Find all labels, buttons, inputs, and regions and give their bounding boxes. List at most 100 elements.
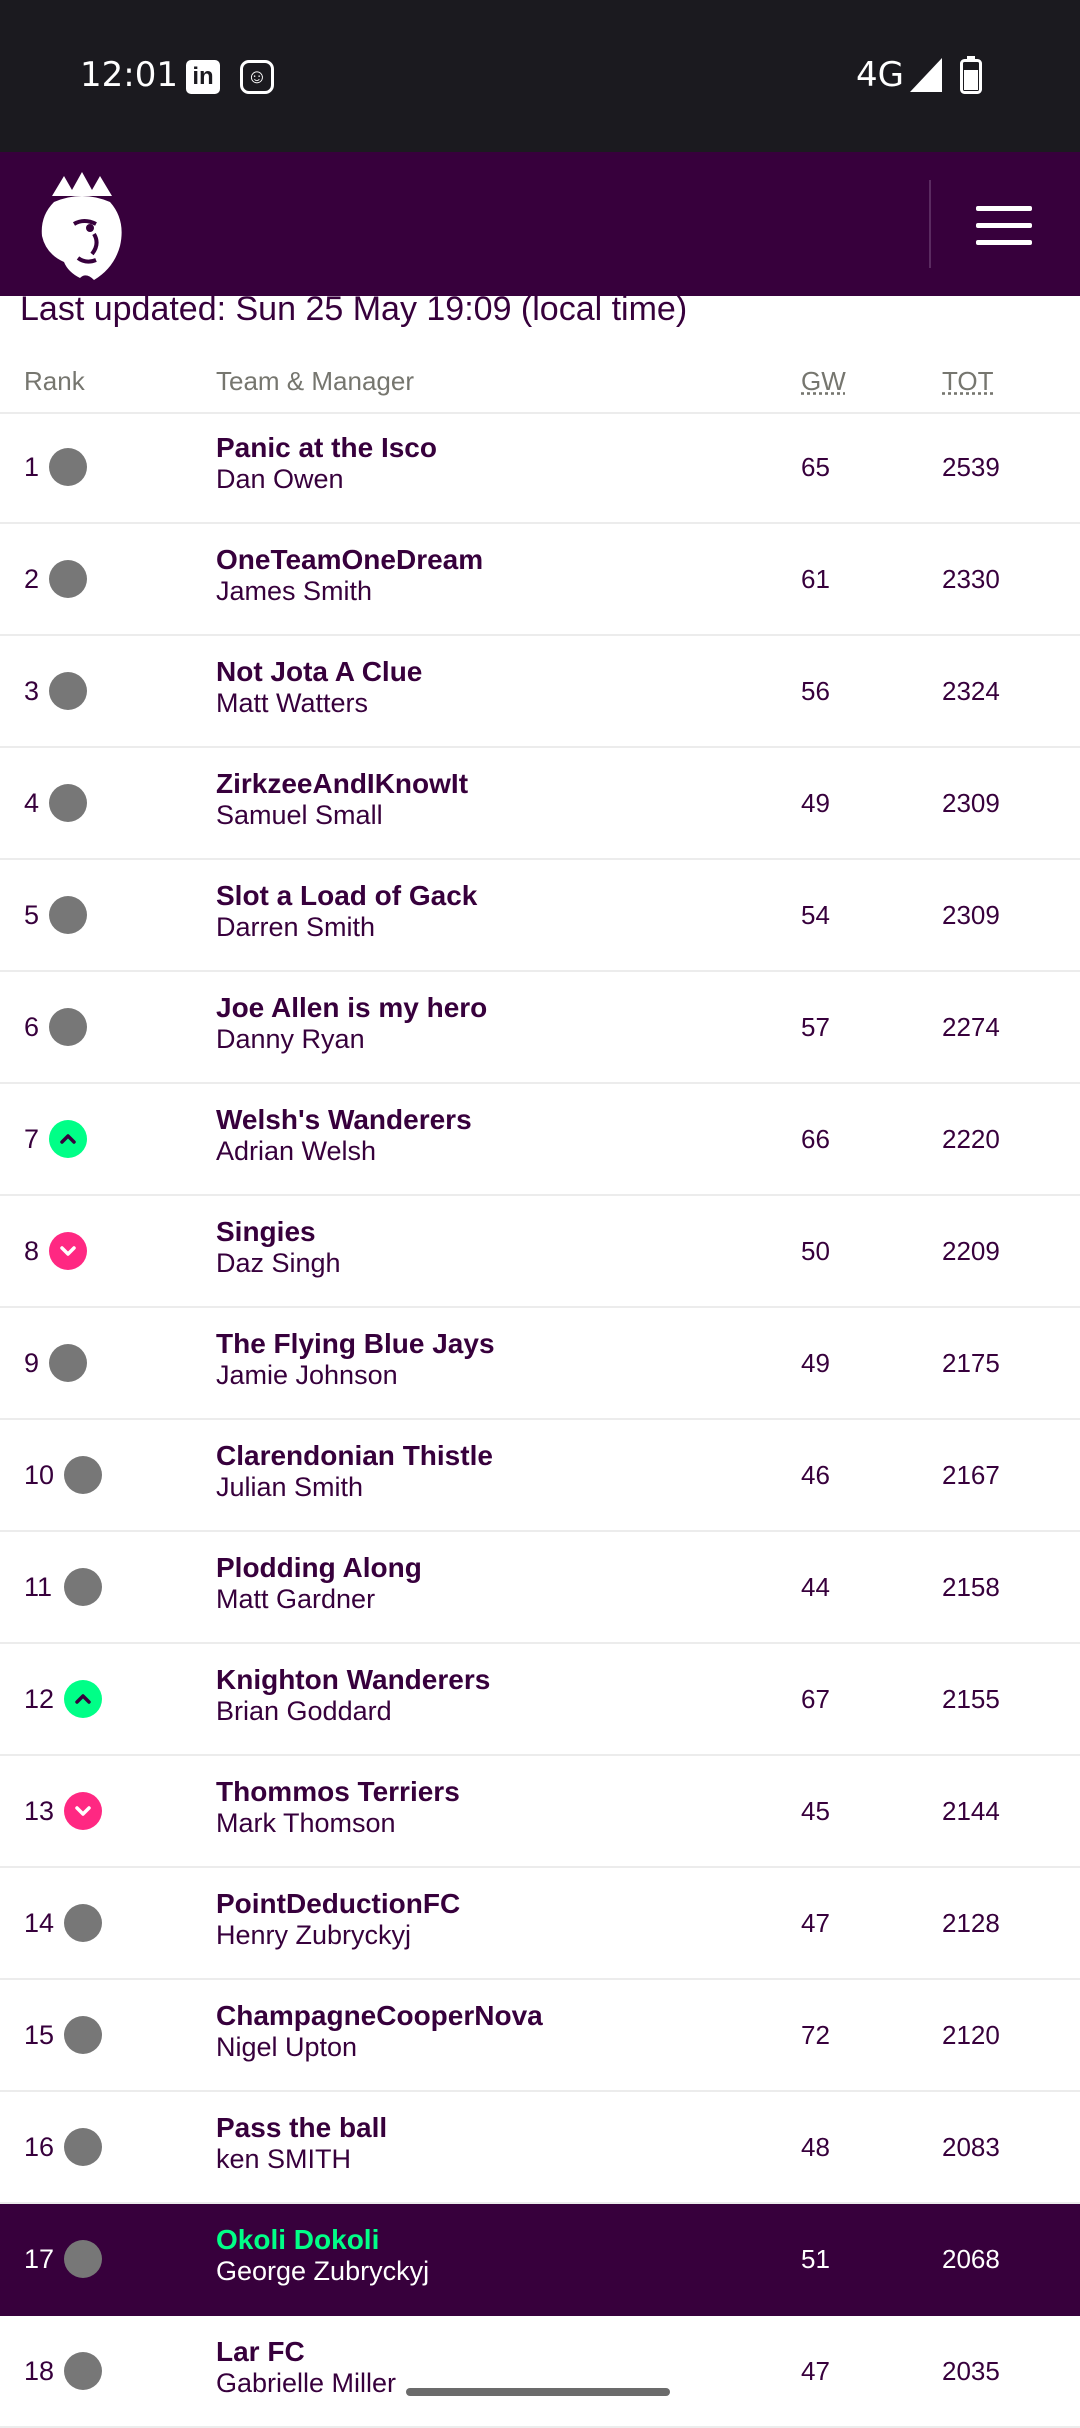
table-row[interactable]: 14 PointDeductionFC Henry Zubryckyj 47 2128 <box>0 1868 1080 1980</box>
table-row[interactable]: 2 OneTeamOneDream James Smith 61 2330 <box>0 524 1080 636</box>
total-points: 2309 <box>942 900 1000 931</box>
team-name[interactable]: Lar FC <box>216 2336 305 2368</box>
team-name[interactable]: Welsh's Wanderers <box>216 1104 472 1136</box>
rank-same-icon <box>49 1344 87 1382</box>
rank-number: 6 <box>24 1012 39 1043</box>
table-row[interactable]: 13 Thommos Terriers Mark Thomson 45 2144 <box>0 1756 1080 1868</box>
team-name[interactable]: ZirkzeeAndIKnowIt <box>216 768 468 800</box>
team-name[interactable]: Plodding Along <box>216 1552 422 1584</box>
rank-down-icon <box>49 1232 87 1270</box>
column-team-manager[interactable]: Team & Manager <box>216 366 414 397</box>
manager-name: George Zubryckyj <box>216 2256 429 2287</box>
team-name[interactable]: Knighton Wanderers <box>216 1664 490 1696</box>
column-gw[interactable]: GW <box>801 366 846 397</box>
rank-same-icon <box>49 896 87 934</box>
rank-number: 11 <box>24 1572 52 1603</box>
team-name[interactable]: Thommos Terriers <box>216 1776 460 1808</box>
total-points: 2220 <box>942 1124 1000 1155</box>
rank-up-icon <box>64 1680 102 1718</box>
table-row[interactable]: 9 The Flying Blue Jays Jamie Johnson 49 2175 <box>0 1308 1080 1420</box>
table-row[interactable]: 10 Clarendonian Thistle Julian Smith 46 2167 <box>0 1420 1080 1532</box>
manager-name: Matt Gardner <box>216 1584 375 1615</box>
gameweek-points: 72 <box>801 2020 830 2051</box>
gameweek-points: 56 <box>801 676 830 707</box>
table-row[interactable]: 11 Plodding Along Matt Gardner 44 2158 <box>0 1532 1080 1644</box>
rank-same-icon <box>64 2240 102 2278</box>
column-rank[interactable]: Rank <box>24 366 85 397</box>
battery-icon <box>960 56 982 94</box>
gameweek-points: 48 <box>801 2132 830 2163</box>
manager-name: Adrian Welsh <box>216 1136 376 1167</box>
table-row[interactable]: 18 Lar FC Gabrielle Miller 47 2035 <box>0 2316 1080 2428</box>
column-tot[interactable]: TOT <box>942 366 994 397</box>
total-points: 2035 <box>942 2356 1000 2387</box>
team-name[interactable]: Slot a Load of Gack <box>216 880 477 912</box>
rank-number: 8 <box>24 1236 39 1267</box>
team-name[interactable]: Pass the ball <box>216 2112 387 2144</box>
manager-name: Darren Smith <box>216 912 375 943</box>
total-points: 2167 <box>942 1460 1000 1491</box>
manager-name: Dan Owen <box>216 464 344 495</box>
premier-league-lion-logo[interactable] <box>34 168 130 284</box>
standings-table: 1 Panic at the Isco Dan Owen 65 2539 2 OneTeam… <box>0 412 1080 2428</box>
table-row[interactable]: 15 ChampagneCooperNova Nigel Upton 72 2120 <box>0 1980 1080 2092</box>
rank-number: 7 <box>24 1124 39 1155</box>
team-name[interactable]: Not Jota A Clue <box>216 656 422 688</box>
rank-number: 17 <box>24 2244 54 2275</box>
gameweek-points: 47 <box>801 1908 830 1939</box>
manager-name: Gabrielle Miller <box>216 2368 396 2399</box>
gameweek-points: 67 <box>801 1684 830 1715</box>
menu-icon[interactable] <box>976 206 1032 246</box>
gameweek-points: 65 <box>801 452 830 483</box>
total-points: 2155 <box>942 1684 1000 1715</box>
rank-number: 16 <box>24 2132 54 2163</box>
app-header <box>0 152 1080 296</box>
rank-same-icon <box>49 784 87 822</box>
rank-number: 18 <box>24 2356 54 2387</box>
manager-name: Nigel Upton <box>216 2032 357 2063</box>
rank-number: 9 <box>24 1348 39 1379</box>
team-name[interactable]: Singies <box>216 1216 316 1248</box>
total-points: 2539 <box>942 452 1000 483</box>
table-row[interactable]: 12 Knighton Wanderers Brian Goddard 67 2155 <box>0 1644 1080 1756</box>
rank-same-icon <box>64 2016 102 2054</box>
team-name[interactable]: Okoli Dokoli <box>216 2224 379 2256</box>
rank-same-icon <box>64 1568 102 1606</box>
gameweek-points: 50 <box>801 1236 830 1267</box>
linkedin-icon: in <box>186 60 220 94</box>
team-name[interactable]: The Flying Blue Jays <box>216 1328 495 1360</box>
rank-number: 12 <box>24 1684 54 1715</box>
gameweek-points: 51 <box>801 2244 830 2275</box>
table-row[interactable]: 17 Okoli Dokoli George Zubryckyj 51 2068 <box>0 2204 1080 2316</box>
rank-up-icon <box>49 1120 87 1158</box>
table-row[interactable]: 8 Singies Daz Singh 50 2209 <box>0 1196 1080 1308</box>
manager-name: Jamie Johnson <box>216 1360 398 1391</box>
manager-name: Samuel Small <box>216 800 383 831</box>
team-name[interactable]: Clarendonian Thistle <box>216 1440 493 1472</box>
status-time: 12:01 <box>80 55 178 95</box>
total-points: 2309 <box>942 788 1000 819</box>
total-points: 2209 <box>942 1236 1000 1267</box>
team-name[interactable]: ChampagneCooperNova <box>216 2000 543 2032</box>
gameweek-points: 46 <box>801 1460 830 1491</box>
team-name[interactable]: Panic at the Isco <box>216 432 437 464</box>
home-indicator[interactable] <box>406 2388 670 2396</box>
table-row[interactable]: 5 Slot a Load of Gack Darren Smith 54 2309 <box>0 860 1080 972</box>
team-name[interactable]: Joe Allen is my hero <box>216 992 487 1024</box>
rank-same-icon <box>64 1456 102 1494</box>
team-name[interactable]: PointDeductionFC <box>216 1888 460 1920</box>
table-row[interactable]: 4 ZirkzeeAndIKnowIt Samuel Small 49 2309 <box>0 748 1080 860</box>
table-row[interactable]: 7 Welsh's Wanderers Adrian Welsh 66 2220 <box>0 1084 1080 1196</box>
total-points: 2083 <box>942 2132 1000 2163</box>
rank-down-icon <box>64 1792 102 1830</box>
manager-name: Matt Watters <box>216 688 368 719</box>
header-divider <box>929 180 931 268</box>
total-points: 2274 <box>942 1012 1000 1043</box>
table-row[interactable]: 6 Joe Allen is my hero Danny Ryan 57 2274 <box>0 972 1080 1084</box>
team-name[interactable]: OneTeamOneDream <box>216 544 483 576</box>
table-row[interactable]: 1 Panic at the Isco Dan Owen 65 2539 <box>0 412 1080 524</box>
table-row[interactable]: 16 Pass the ball ken SMITH 48 2083 <box>0 2092 1080 2204</box>
table-row[interactable]: 3 Not Jota A Clue Matt Watters 56 2324 <box>0 636 1080 748</box>
rank-same-icon <box>49 672 87 710</box>
manager-name: ken SMITH <box>216 2144 351 2175</box>
